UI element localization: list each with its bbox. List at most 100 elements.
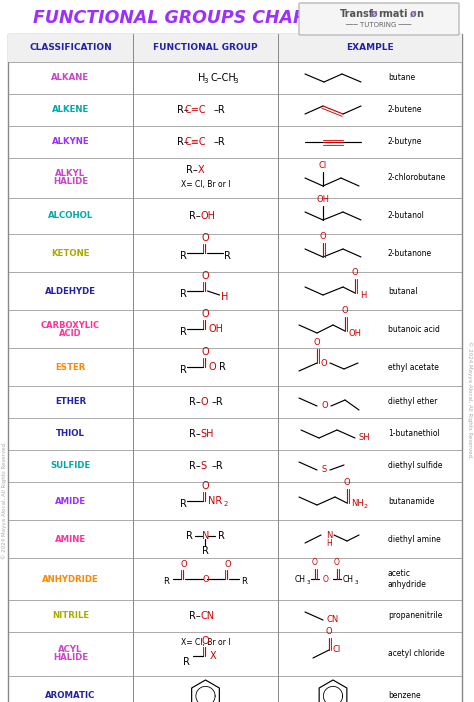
Text: O: O [202,574,209,583]
Text: R: R [219,362,227,372]
Text: R: R [182,657,190,667]
Text: R–: R– [189,611,201,621]
Text: 3: 3 [355,579,358,585]
Text: –R: –R [211,397,223,407]
Text: H: H [360,291,366,300]
Text: ALCOHOL: ALCOHOL [48,211,93,220]
Text: N: N [326,531,332,540]
Text: OH: OH [317,195,329,204]
Text: –R: –R [213,105,225,115]
Text: SH: SH [359,434,371,442]
Text: ALKENE: ALKENE [52,105,89,114]
Text: CLASSIFICATION: CLASSIFICATION [29,44,112,53]
Text: CARBOXYLIC: CARBOXYLIC [41,321,100,329]
Text: butanal: butanal [388,286,418,296]
Text: O: O [202,347,210,357]
Text: ANHYDRIDE: ANHYDRIDE [42,574,99,583]
Text: diethyl ether: diethyl ether [388,397,438,406]
Text: X= Cl, Br or I: X= Cl, Br or I [181,180,230,189]
Text: O: O [180,560,187,569]
Text: ACID: ACID [59,329,82,338]
Text: R: R [186,531,193,541]
Text: Transf: Transf [340,9,374,19]
Text: NH: NH [351,498,364,508]
Text: S: S [201,461,207,471]
Text: CH: CH [343,574,354,583]
Text: H: H [326,538,332,548]
Text: R: R [241,578,247,586]
Text: butane: butane [388,74,415,83]
Text: KETONE: KETONE [51,249,90,258]
Text: CN: CN [201,611,215,621]
Text: C=C: C=C [185,105,206,115]
Text: O: O [312,558,318,567]
Text: –R: –R [211,461,223,471]
Text: R–: R– [177,137,189,147]
Text: AMIDE: AMIDE [55,496,86,505]
Text: R: R [225,251,231,261]
Text: THIOL: THIOL [56,430,85,439]
Text: R: R [164,578,170,586]
Text: acetyl chloride: acetyl chloride [388,649,445,658]
Text: O: O [202,481,210,491]
Text: O: O [202,271,210,281]
Text: ALKANE: ALKANE [52,74,90,83]
Text: AMINE: AMINE [55,534,86,543]
Text: © 2024 Mayya Alocal, All Rights Reserved.: © 2024 Mayya Alocal, All Rights Reserved… [1,441,7,559]
Text: H: H [221,292,229,302]
Text: R: R [202,546,209,556]
Text: Cl: Cl [333,646,341,654]
Text: N: N [202,531,209,541]
Text: CH: CH [295,574,306,583]
Text: H: H [198,73,206,83]
Text: ø: ø [410,9,417,19]
Text: R: R [180,365,186,375]
Text: O: O [323,574,329,583]
Text: O: O [201,397,208,407]
Text: 3: 3 [234,78,238,84]
Text: ESTER: ESTER [55,362,86,371]
Text: FUNCTIONAL GROUP: FUNCTIONAL GROUP [153,44,258,53]
Text: R: R [180,327,186,337]
Text: butanoic acid: butanoic acid [388,324,440,333]
Text: O: O [319,232,326,241]
Text: NITRILE: NITRILE [52,611,89,621]
Text: CN: CN [327,616,339,625]
Text: O: O [344,478,350,487]
Text: ALKYL: ALKYL [55,169,86,178]
Text: R–: R– [189,461,201,471]
Text: OH: OH [349,329,362,338]
Text: ETHER: ETHER [55,397,86,406]
Text: ALDEHYDE: ALDEHYDE [45,286,96,296]
Text: © 2024 Mayya Alocal, All Rights Reserved.: © 2024 Mayya Alocal, All Rights Reserved… [467,341,473,459]
Text: C≡C: C≡C [185,137,206,147]
Text: X: X [198,165,204,175]
Text: n: n [416,9,423,19]
Text: 2-chlorobutane: 2-chlorobutane [388,173,446,183]
Text: 1-butanethiol: 1-butanethiol [388,430,440,439]
Text: R–: R– [189,429,201,439]
Text: 2-butanol: 2-butanol [388,211,425,220]
Text: O: O [202,309,210,319]
Text: Cl: Cl [319,161,327,170]
Text: HALIDE: HALIDE [53,178,88,187]
Text: O: O [202,233,210,243]
Text: ─── TUTORING ───: ─── TUTORING ─── [345,22,411,28]
Text: FUNCTIONAL GROUPS CHART: FUNCTIONAL GROUPS CHART [33,9,317,27]
Text: –R: –R [213,137,225,147]
Text: O: O [321,359,328,368]
Bar [8,34,462,62]
Text: 2: 2 [224,501,228,507]
Text: SULFIDE: SULFIDE [50,461,91,470]
Text: O: O [224,560,231,569]
Text: O: O [326,627,332,636]
Text: O: O [202,636,210,646]
Text: diethyl amine: diethyl amine [388,534,441,543]
Text: X= Cl, Br or I: X= Cl, Br or I [181,637,230,647]
Text: R–: R– [186,165,198,175]
Text: O: O [322,402,328,411]
Text: R: R [180,499,186,509]
Text: R: R [180,289,186,299]
Text: HALIDE: HALIDE [53,654,88,663]
Text: NR: NR [209,496,223,506]
